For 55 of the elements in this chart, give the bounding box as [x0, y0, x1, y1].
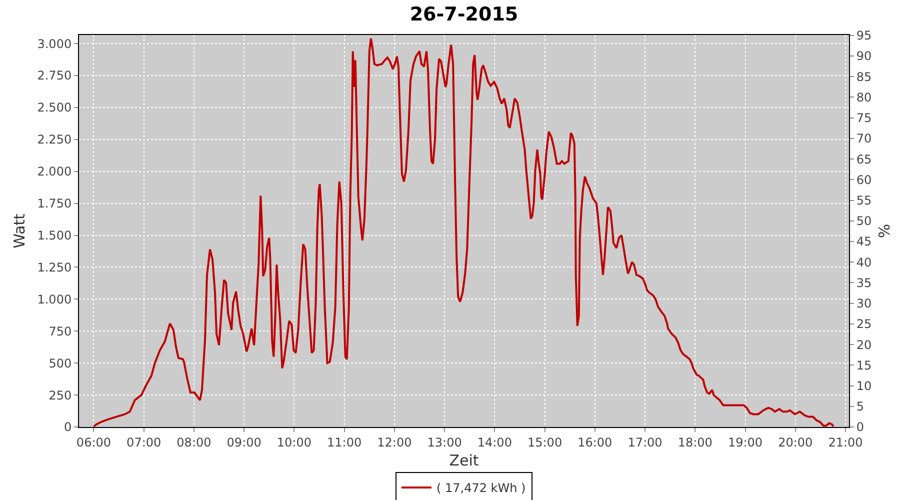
y-tick-label: 1.000	[37, 292, 72, 306]
y2-tick-label: 80	[856, 90, 872, 104]
y-tick-label: 2.500	[37, 100, 72, 115]
legend-label: ( 17,472 kWh )	[436, 481, 526, 496]
y2-tick-label: 25	[856, 317, 872, 332]
y-tick-label: 0	[64, 420, 72, 434]
x-tick-label: 16:00	[578, 435, 612, 450]
y2-tick-label: 75	[856, 111, 872, 126]
y2-tick-label: 60	[856, 172, 872, 187]
x-tick-label: 08:00	[176, 435, 212, 450]
y2-tick-label: 35	[856, 276, 872, 290]
x-tick-label: 10:00	[276, 435, 312, 450]
y2-tick-label: 90	[856, 49, 872, 64]
y2-tick-label: 30	[856, 296, 872, 311]
y2-tick-label: 70	[856, 132, 872, 146]
y2-axis-title: %	[876, 224, 894, 238]
y2-tick-label: 40	[856, 255, 872, 270]
y2-tick-label: 65	[856, 152, 872, 166]
y2-tick-label: 85	[856, 70, 872, 84]
y-tick-label: 2.000	[37, 164, 72, 179]
y-tick-label: 3.000	[37, 36, 72, 51]
chart-title: 26-7-2015	[410, 4, 518, 26]
x-tick-label: 06:00	[76, 435, 112, 450]
x-tick-label: 09:00	[226, 435, 262, 450]
y2-tick-label: 50	[856, 214, 872, 228]
y2-tick-label: 0	[856, 420, 864, 434]
y-tick-label: 1.750	[37, 196, 72, 211]
x-tick-label: 20:00	[778, 435, 813, 450]
x-tick-label: 13:00	[427, 435, 462, 450]
x-tick-label: 14:00	[477, 435, 512, 450]
y-tick-label: 1.250	[37, 260, 72, 274]
y2-tick-label: 45	[856, 234, 872, 249]
y-tick-label: 1.500	[37, 228, 72, 242]
x-tick-label: 19:00	[728, 435, 763, 450]
x-tick-label: 17:00	[628, 435, 662, 450]
y2-tick-label: 10	[856, 378, 872, 393]
x-tick-label: 18:00	[678, 435, 712, 450]
y2-tick-label: 95	[856, 28, 872, 43]
y2-tick-label: 20	[856, 338, 872, 352]
y-tick-label: 2.250	[37, 132, 72, 147]
x-tick-label: 15:00	[527, 435, 562, 450]
y-tick-label: 750	[48, 324, 72, 338]
y-tick-label: 500	[48, 356, 72, 370]
x-tick-label: 07:00	[126, 435, 162, 450]
y-axis-title: Watt	[10, 213, 28, 248]
x-tick-label: 12:00	[377, 435, 412, 450]
y2-tick-label: 15	[856, 358, 872, 372]
y2-tick-label: 5	[856, 400, 864, 414]
x-axis-title: Zeit	[449, 451, 479, 470]
y-tick-label: 2.750	[37, 68, 72, 83]
x-tick-label: 21:00	[828, 435, 863, 450]
x-tick-label: 11:00	[327, 435, 362, 450]
line-series	[92, 37, 834, 427]
y-tick-label: 250	[48, 388, 72, 402]
y2-tick-label: 55	[856, 193, 872, 208]
